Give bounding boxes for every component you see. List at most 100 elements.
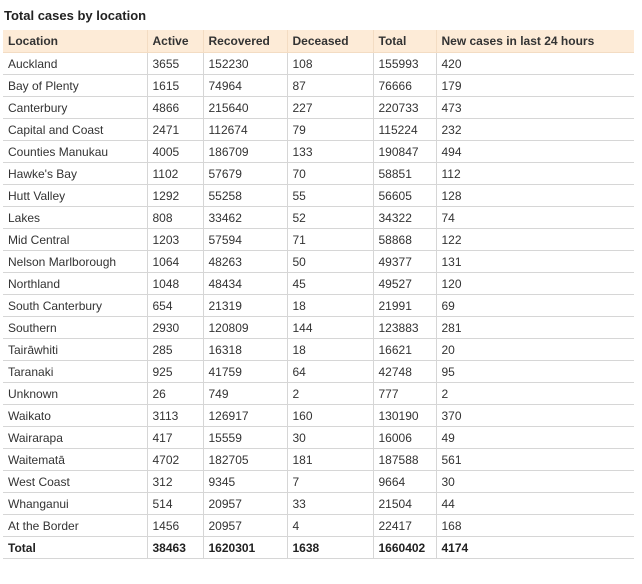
cell-location: Nelson Marlborough [3,250,147,273]
cell-new-cases: 49 [435,426,634,449]
column-header-deceased: Deceased [286,30,373,53]
cell-deceased: 45 [286,272,373,295]
table-title: Total cases by location [4,8,147,23]
cell-total: 16006 [372,426,436,449]
cell-location: Wairarapa [3,426,147,449]
cell-total: 16621 [372,338,436,361]
cell-deceased: 87 [286,74,373,97]
cell-recovered: 20957 [202,492,287,515]
cell-recovered: 152230 [202,52,287,75]
cell-total: 58851 [372,162,436,185]
column-header-location: Location [3,30,147,53]
table-row: Waitematā 4702 182705 181 187588 561 [3,448,634,471]
cell-location: At the Border [3,514,147,537]
cell-active: 4005 [146,140,203,163]
cell-new-cases: 20 [435,338,634,361]
table-row: Auckland 3655 152230 108 155993 420 [3,52,634,75]
cell-deceased: 52 [286,206,373,229]
cell-total: 187588 [372,448,436,471]
cell-active: 925 [146,360,203,383]
cell-new-cases: 561 [435,448,634,471]
cell-active: 312 [146,470,203,493]
cell-active: 1064 [146,250,203,273]
total-location: Total [3,536,147,559]
cell-new-cases: 74 [435,206,634,229]
cell-new-cases: 179 [435,74,634,97]
cell-active: 26 [146,382,203,405]
table-row: Waikato 3113 126917 160 130190 370 [3,404,634,427]
total-recovered: 1620301 [202,536,287,559]
column-header-new-cases: New cases in last 24 hours [435,30,634,53]
cell-active: 1203 [146,228,203,251]
table-row: Tairāwhiti 285 16318 18 16621 20 [3,338,634,361]
cell-active: 514 [146,492,203,515]
cell-recovered: 74964 [202,74,287,97]
cell-recovered: 182705 [202,448,287,471]
table-row: West Coast 312 9345 7 9664 30 [3,470,634,493]
cell-active: 1456 [146,514,203,537]
cell-location: Waitematā [3,448,147,471]
cell-location: Capital and Coast [3,118,147,141]
cell-location: Taranaki [3,360,147,383]
cell-total: 21991 [372,294,436,317]
cell-active: 3655 [146,52,203,75]
table-row: Taranaki 925 41759 64 42748 95 [3,360,634,383]
cell-deceased: 30 [286,426,373,449]
table-row: Whanganui 514 20957 33 21504 44 [3,492,634,515]
cell-deceased: 108 [286,52,373,75]
cell-total: 21504 [372,492,436,515]
cell-deceased: 64 [286,360,373,383]
cell-new-cases: 122 [435,228,634,251]
total-total: 1660402 [372,536,436,559]
cell-total: 76666 [372,74,436,97]
cell-location: Tairāwhiti [3,338,147,361]
cell-location: Whanganui [3,492,147,515]
cell-recovered: 16318 [202,338,287,361]
table-row: South Canterbury 654 21319 18 21991 69 [3,294,634,317]
cell-location: Waikato [3,404,147,427]
cell-deceased: 71 [286,228,373,251]
cell-recovered: 20957 [202,514,287,537]
cell-active: 2930 [146,316,203,339]
column-header-total: Total [372,30,436,53]
cell-recovered: 15559 [202,426,287,449]
cell-recovered: 215640 [202,96,287,119]
cell-total: 58868 [372,228,436,251]
total-active: 38463 [146,536,203,559]
cell-active: 2471 [146,118,203,141]
cell-total: 22417 [372,514,436,537]
cell-recovered: 9345 [202,470,287,493]
cell-location: Unknown [3,382,147,405]
cell-deceased: 4 [286,514,373,537]
cell-deceased: 133 [286,140,373,163]
cell-recovered: 21319 [202,294,287,317]
cell-new-cases: 370 [435,404,634,427]
cell-location: South Canterbury [3,294,147,317]
total-row: Total 38463 1620301 1638 1660402 4174 [3,536,634,559]
cell-active: 808 [146,206,203,229]
cell-new-cases: 131 [435,250,634,273]
table-row: Bay of Plenty 1615 74964 87 76666 179 [3,74,634,97]
cell-recovered: 126917 [202,404,287,427]
cell-recovered: 112674 [202,118,287,141]
cell-location: Hutt Valley [3,184,147,207]
cell-recovered: 120809 [202,316,287,339]
table-row: Mid Central 1203 57594 71 58868 122 [3,228,634,251]
cell-recovered: 48434 [202,272,287,295]
cell-location: Hawke's Bay [3,162,147,185]
cases-by-location-table: Location Active Recovered Deceased Total New … [3,30,634,559]
cell-recovered: 186709 [202,140,287,163]
cell-total: 190847 [372,140,436,163]
column-header-active: Active [146,30,203,53]
cell-deceased: 79 [286,118,373,141]
cell-recovered: 55258 [202,184,287,207]
cell-new-cases: 420 [435,52,634,75]
cell-total: 34322 [372,206,436,229]
table-row: Northland 1048 48434 45 49527 120 [3,272,634,295]
cell-total: 56605 [372,184,436,207]
cell-recovered: 48263 [202,250,287,273]
cell-total: 42748 [372,360,436,383]
cell-location: West Coast [3,470,147,493]
cell-active: 654 [146,294,203,317]
table-row: At the Border 1456 20957 4 22417 168 [3,514,634,537]
